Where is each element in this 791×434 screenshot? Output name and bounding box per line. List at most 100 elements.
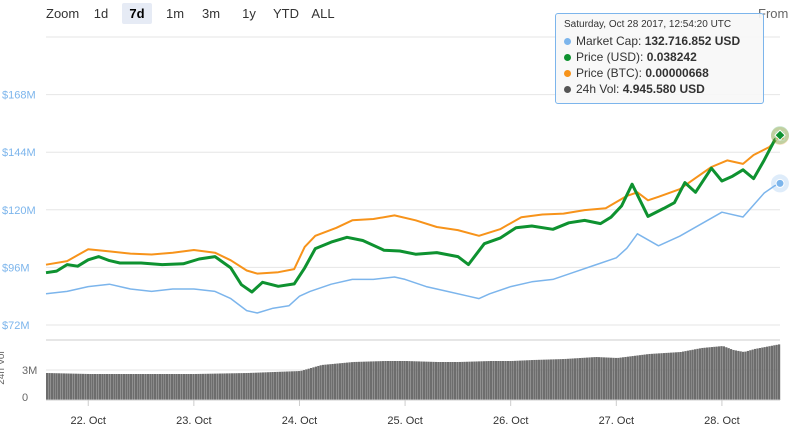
volume-bar: [146, 374, 149, 400]
volume-bar: [442, 362, 445, 400]
volume-bar: [754, 348, 757, 400]
volume-bar: [58, 373, 61, 400]
volume-bar: [142, 374, 145, 400]
volume-bar: [262, 372, 265, 400]
volume-bar: [156, 374, 159, 400]
x-tick-label: 22. Oct: [71, 415, 106, 427]
volume-bar: [454, 362, 457, 400]
volume-bar: [398, 361, 401, 400]
volume-bar: [588, 357, 591, 400]
volume-bar: [106, 374, 109, 400]
tooltip-label: Price (BTC):: [576, 66, 642, 80]
zoom-7d-button[interactable]: 7d: [122, 3, 152, 24]
zoom-1y-button[interactable]: 1y: [242, 6, 256, 21]
volume-bar: [50, 373, 53, 400]
volume-bar: [660, 353, 663, 400]
volume-bar: [312, 367, 315, 400]
volume-bar: [569, 358, 572, 400]
volume-bar: [65, 373, 68, 400]
volume-bar: [154, 374, 157, 400]
volume-bar: [204, 373, 207, 400]
volume-bar: [178, 374, 181, 400]
volume-bar: [175, 374, 178, 400]
zoom-1m-button[interactable]: 1m: [165, 6, 185, 21]
x-tick-label: 28. Oct: [704, 415, 739, 427]
volume-bar: [233, 373, 236, 400]
price-btc-dot-icon: [564, 70, 571, 77]
volume-bar: [127, 374, 130, 400]
volume-bar: [240, 373, 243, 400]
volume-bar: [514, 360, 517, 400]
zoom-ytd-button[interactable]: YTD: [273, 6, 299, 21]
volume-bar: [86, 373, 89, 400]
volume-bar: [314, 366, 317, 400]
volume-bar: [598, 357, 601, 400]
volume-bar: [55, 373, 58, 400]
volume-bar: [317, 365, 320, 400]
volume-bar: [542, 359, 545, 400]
volume-bar: [593, 357, 596, 400]
volume-bar: [394, 361, 397, 400]
volume-bar: [713, 346, 716, 400]
volume-bar: [763, 347, 766, 400]
volume-tick-label: 0: [22, 392, 28, 404]
volume-bar: [322, 364, 325, 400]
volume-bar: [530, 360, 533, 400]
volume-bar: [761, 347, 764, 400]
tooltip-row-volume: 24h Vol: 4.945.580 USD: [564, 81, 755, 97]
volume-bar: [96, 374, 99, 400]
volume-bar: [158, 374, 161, 400]
volume-bar: [538, 359, 541, 400]
volume-bar: [641, 354, 644, 400]
volume-bar: [144, 374, 147, 400]
volume-bar: [451, 362, 454, 400]
volume-bar: [115, 374, 118, 400]
price-usd-marker: [774, 129, 786, 141]
volume-bar: [53, 373, 56, 400]
volume-bar: [276, 371, 279, 400]
tooltip-row-market-cap: Market Cap: 132.716.852 USD: [564, 33, 755, 49]
volume-bar: [523, 360, 526, 400]
volume-bar: [650, 353, 653, 400]
zoom-1d-button[interactable]: 1d: [93, 6, 109, 21]
tooltip-label: 24h Vol:: [576, 82, 620, 96]
volume-bar: [485, 361, 488, 400]
tooltip-row-price-usd: Price (USD): 0.038242: [564, 49, 755, 65]
x-tick-label: 27. Oct: [599, 415, 634, 427]
volume-bar: [190, 374, 193, 400]
volume-bar: [197, 373, 200, 400]
volume-bar: [396, 361, 399, 400]
volume-bar: [502, 361, 505, 400]
volume-bar: [300, 370, 303, 400]
zoom-3m-button[interactable]: 3m: [201, 6, 221, 21]
volume-tick-label: 3M: [22, 365, 37, 377]
volume-bar: [679, 352, 682, 400]
volume-bar: [773, 345, 776, 400]
volume-bar: [293, 371, 296, 400]
volume-bar: [499, 361, 502, 400]
volume-bar: [701, 347, 704, 400]
volume-bar: [665, 352, 668, 400]
volume-bar: [192, 374, 195, 400]
volume-bar: [727, 348, 730, 400]
tooltip-value: 0.038242: [646, 50, 697, 64]
volume-bar: [72, 373, 75, 400]
volume-bar: [370, 361, 373, 400]
volume-bar: [358, 361, 361, 400]
volume-bar: [710, 347, 713, 400]
volume-bar: [643, 354, 646, 400]
volume-bar: [386, 361, 389, 400]
volume-bar: [324, 364, 327, 400]
volume-bar: [247, 372, 250, 400]
volume-bar: [677, 352, 680, 400]
volume-bar: [415, 361, 418, 400]
volume-bar: [206, 373, 209, 400]
volume-bar: [139, 374, 142, 400]
zoom-all-button[interactable]: ALL: [311, 6, 335, 21]
volume-bar: [494, 361, 497, 400]
volume-bar: [228, 373, 231, 400]
volume-bar: [338, 363, 341, 400]
volume-bar: [202, 373, 205, 400]
volume-bar: [437, 362, 440, 400]
